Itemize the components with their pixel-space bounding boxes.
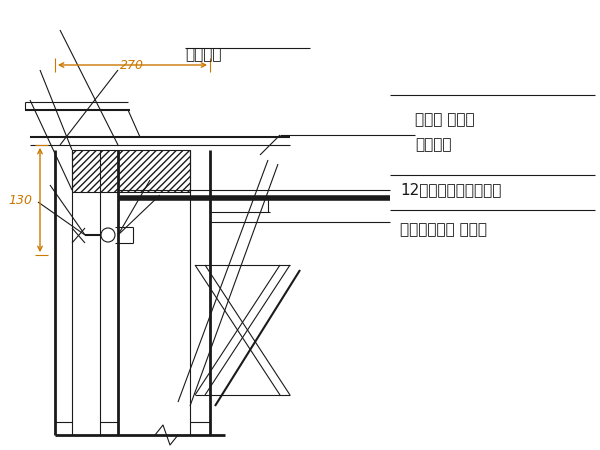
Text: （周转 使用）: （周转 使用） — [415, 112, 475, 127]
Text: 130: 130 — [8, 194, 32, 207]
Text: 外连杆（周转 使用）: 外连杆（周转 使用） — [400, 222, 487, 238]
Text: 270: 270 — [120, 59, 144, 72]
Text: 12号槽钢（周转使用）: 12号槽钢（周转使用） — [400, 183, 502, 198]
Bar — [72, 150, 190, 192]
Text: 地脚螺栓: 地脚螺栓 — [185, 48, 221, 63]
Text: 连接螺母: 连接螺母 — [415, 138, 452, 153]
